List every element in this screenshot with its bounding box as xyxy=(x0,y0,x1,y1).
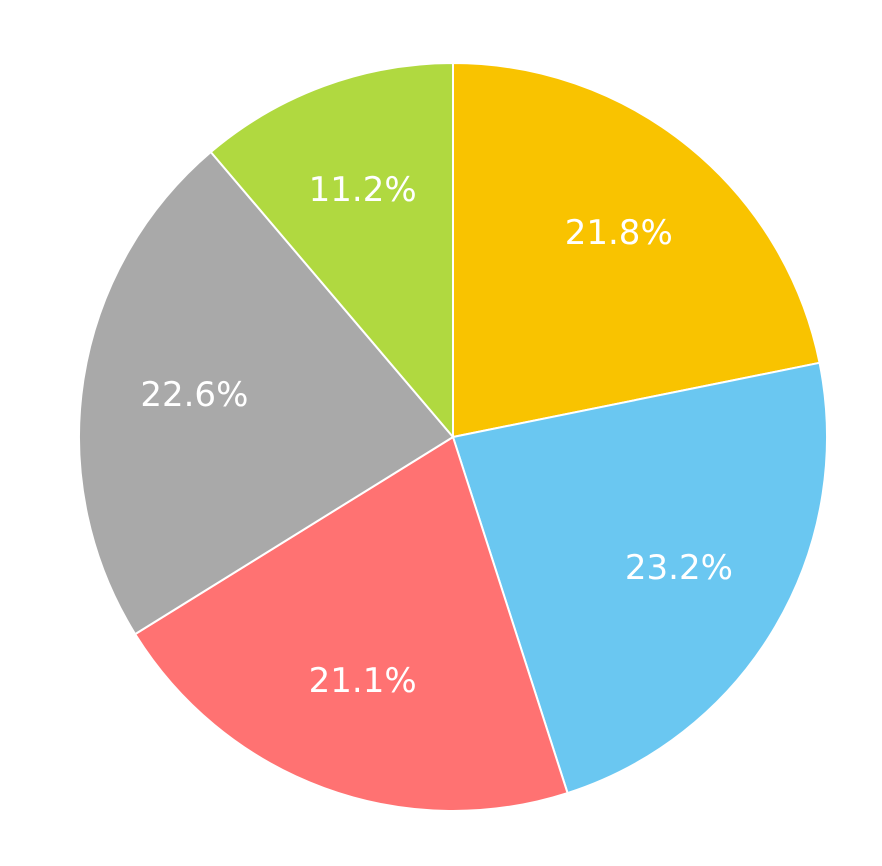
pie-slice-3 xyxy=(134,436,569,812)
pie-slice-5 xyxy=(209,62,454,438)
pie-slice-1 xyxy=(452,62,821,438)
pie-slices xyxy=(78,62,828,812)
pie-slice-label-4: 22.6% xyxy=(140,375,248,415)
pie-slice-label-5: 11.2% xyxy=(309,170,417,210)
pie-slice-label-1: 21.8% xyxy=(565,213,673,253)
pie-slice-labels: 21.8% 23.2% 21.1% 22.6% 11.2% xyxy=(140,170,733,701)
pie-slice-4 xyxy=(78,151,454,636)
pie-slice-label-3: 21.1% xyxy=(309,661,417,701)
pie-slice-label-2: 23.2% xyxy=(625,548,733,588)
pie-slice-2 xyxy=(452,361,828,795)
